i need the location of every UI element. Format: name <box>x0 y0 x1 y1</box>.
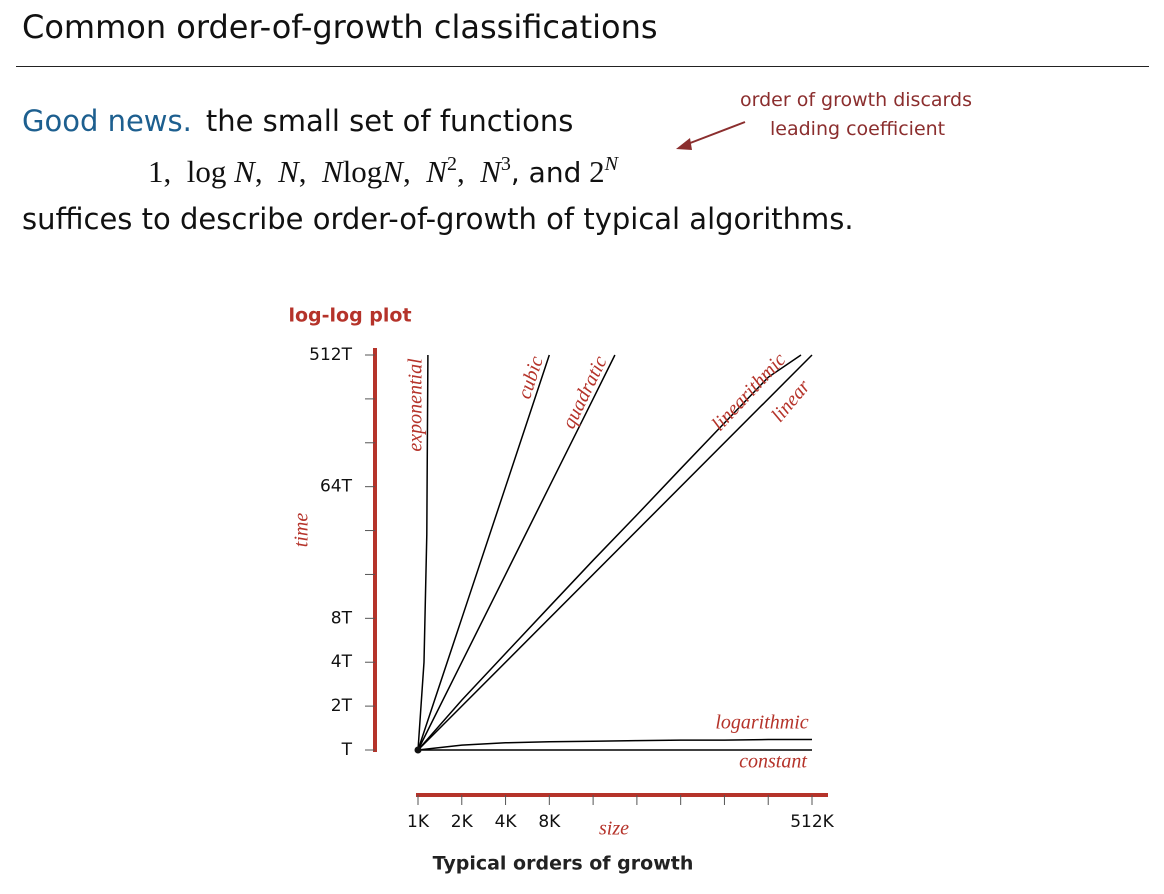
curve <box>417 354 429 751</box>
f: log <box>186 154 227 189</box>
arrow <box>684 121 746 146</box>
curve-label: cubic <box>514 353 548 401</box>
y-tick-label: 8T <box>331 608 353 628</box>
f: N <box>234 154 255 189</box>
f: , <box>254 154 263 189</box>
f: log <box>342 154 383 189</box>
annotation: leading coefficient <box>770 118 946 140</box>
f: , and <box>510 156 582 189</box>
title-rule <box>16 66 1149 67</box>
line-3: suffices to describe order-of-growth of … <box>22 202 854 236</box>
y-tick-label: 4T <box>331 652 353 672</box>
f: N <box>382 154 403 189</box>
origin-dot <box>414 746 422 754</box>
f: 2 <box>589 154 605 189</box>
caption: Typical orders of growth <box>433 853 694 875</box>
y-axis-label: time <box>291 513 313 548</box>
curve-label: logarithmic <box>715 712 808 734</box>
curve <box>417 738 812 751</box>
slide-title: Common order-of-growth classifications <box>22 8 658 46</box>
curve-label: linear <box>767 376 815 427</box>
x-tick-label: 8K <box>538 812 561 832</box>
x-tick-label: 4K <box>495 812 518 832</box>
f: N <box>426 154 447 189</box>
f: , <box>456 154 465 189</box>
f: 2 <box>446 153 457 175</box>
f: 1, <box>148 154 172 189</box>
f: 3 <box>500 153 511 175</box>
curve <box>417 354 802 751</box>
curve-label: quadratic <box>558 353 612 433</box>
lead: Good news. <box>22 104 192 138</box>
y-tick-label: 2T <box>331 696 353 716</box>
x-tick-label: 2K <box>451 812 474 832</box>
curve <box>417 354 551 751</box>
line-1: Good news. the small set of functions <box>22 104 573 138</box>
y-tick-label: T <box>341 740 353 760</box>
x-tick-label: 1K <box>407 812 430 832</box>
f: N <box>322 154 343 189</box>
x-tick-label: 512K <box>790 812 834 832</box>
y-tick-label: 64T <box>320 477 353 497</box>
arrowhead <box>676 138 692 150</box>
x-axis-label: size <box>599 818 629 840</box>
formula: 1, log N, N, NlogN, N2, N3, and 2N <box>148 153 618 190</box>
f: , <box>298 154 307 189</box>
annotation: order of growth discards <box>740 89 972 111</box>
curve <box>417 354 616 751</box>
f: N <box>480 154 501 189</box>
curve <box>417 354 813 751</box>
f: N <box>604 153 618 175</box>
f: N <box>278 154 299 189</box>
curve-label: constant <box>739 751 807 773</box>
f: , <box>403 154 411 189</box>
chart-title: log-log plot <box>288 305 411 327</box>
y-tick-label: 512T <box>309 345 352 365</box>
curve-label: exponential <box>405 358 427 452</box>
text: the small set of functions <box>205 104 574 138</box>
